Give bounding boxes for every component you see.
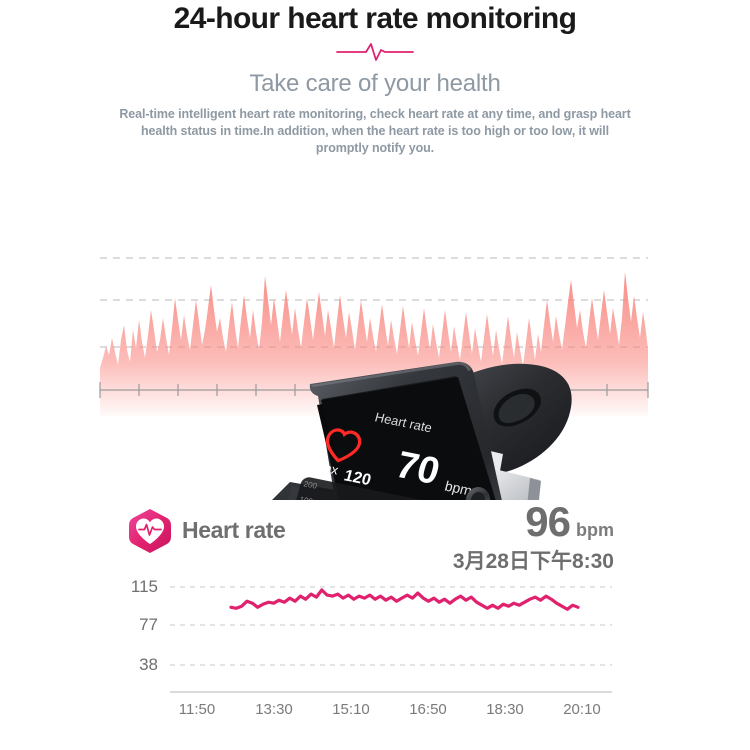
page-header: 24-hour heart rate monitoring Take care … xyxy=(0,0,750,157)
chart-x-ticks: 11:50 13:30 15:10 16:50 18:30 20:10 xyxy=(179,701,601,718)
heart-rate-card: Heart rate 96 bpm 3月28日下午8:30 115 77 38 xyxy=(0,492,750,750)
heart-rate-hexagon-icon xyxy=(128,508,172,554)
card-header: Heart rate 96 bpm 3月28日下午8:30 xyxy=(128,500,688,573)
x-tick-label: 16:50 xyxy=(409,701,447,718)
y-tick-label: 77 xyxy=(139,615,158,634)
heart-rate-series-path xyxy=(229,588,580,611)
heart-rate-label: Heart rate xyxy=(182,517,286,543)
watch-max-label: Max xyxy=(312,458,341,477)
smartwatch-photo: Heart rate 70 bpm Max 120 Min 56 200 100… xyxy=(0,180,750,500)
x-tick-label: 20:10 xyxy=(563,701,601,718)
reading-timestamp: 3月28日下午8:30 xyxy=(452,550,614,573)
x-tick-label: 11:50 xyxy=(179,701,215,718)
watch-mini-chart: 200 100 0 00:00 12:00 24:00 xyxy=(281,477,449,500)
y-tick-label: 38 xyxy=(139,655,158,674)
x-tick-label: 15:10 xyxy=(332,701,370,718)
x-tick-label: 18:30 xyxy=(486,701,524,718)
pulse-line-icon xyxy=(0,38,750,64)
bpm-unit: bpm xyxy=(576,520,614,540)
bpm-value: 96 xyxy=(525,498,571,545)
watch-crown xyxy=(465,487,491,500)
watch-mini-y-100: 100 xyxy=(298,495,314,500)
chart-y-ticks: 115 77 38 xyxy=(131,577,158,674)
watch-mini-y-200: 200 xyxy=(303,479,319,490)
page-subtitle: Take care of your health xyxy=(249,70,501,97)
y-tick-label: 115 xyxy=(131,577,158,596)
hero-section: Heart rate 70 bpm Max 120 Min 56 200 100… xyxy=(0,180,750,500)
watch-max-value: 120 xyxy=(342,467,373,489)
current-reading: 96 bpm 3月28日下午8:30 xyxy=(453,500,614,575)
heart-rate-line-chart: 115 77 38 11:50 13:30 15:10 16:50 18:30 … xyxy=(0,574,750,750)
chart-gridlines xyxy=(170,586,612,666)
watch-bpm-unit: bpm xyxy=(443,478,474,499)
page-description: Real-time intelligent heart rate monitor… xyxy=(119,107,631,155)
heart-outline-icon xyxy=(325,428,362,463)
x-tick-label: 13:30 xyxy=(255,701,293,718)
page-title: 24-hour heart rate monitoring xyxy=(173,2,577,35)
